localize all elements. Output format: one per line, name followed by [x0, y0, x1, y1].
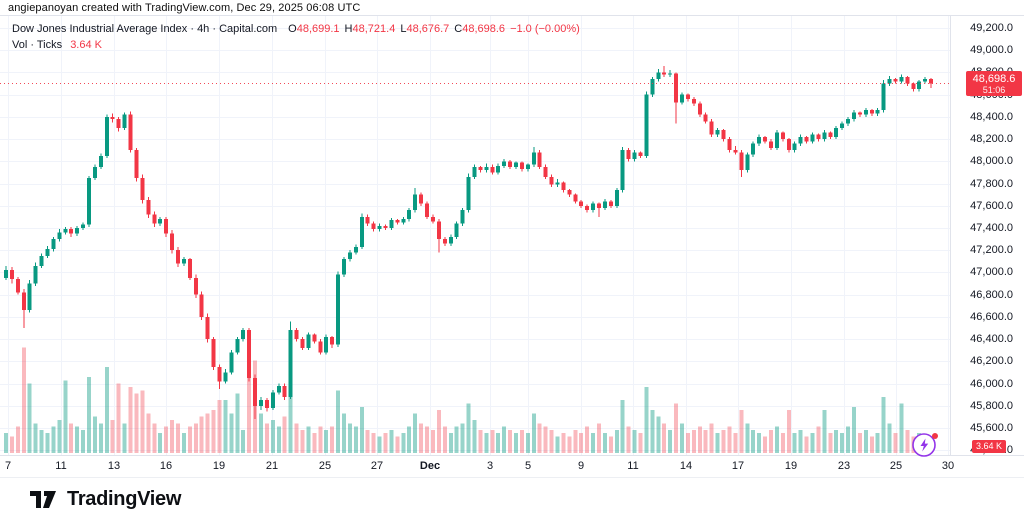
time-axis-label: 19 [784, 460, 798, 472]
volume-study-label: Vol · Ticks [12, 39, 63, 51]
time-axis-label: 11 [627, 460, 639, 472]
open-value: 48,699.1 [296, 23, 340, 35]
time-axis-label: 17 [731, 460, 745, 472]
alert-dot [932, 433, 938, 439]
time-axis-label: 25 [889, 460, 903, 472]
price-axis-label: 48,000.0 [970, 155, 1013, 168]
price-axis-label: 47,400.0 [970, 222, 1013, 234]
time-axis-label: 7 [4, 460, 12, 472]
close-value: 48,698.6 [462, 23, 506, 35]
last-price-badge: 48,698.6 51:06 [966, 70, 1022, 96]
tradingview-brand-text[interactable]: TradingView [67, 487, 182, 510]
low-label: L [400, 23, 407, 35]
time-axis-label: 3 [486, 460, 494, 472]
legend-row-volume[interactable]: Vol · Ticks 3.64 K [12, 37, 580, 53]
attribution-watermark: angiepanoyan created with TradingView.co… [8, 2, 361, 14]
last-price-value: 48,698.6 [972, 72, 1016, 85]
tradingview-logo-icon[interactable] [28, 486, 58, 513]
change-value: −1.0 (−0.00%) [510, 23, 580, 35]
symbol-title[interactable]: Dow Jones Industrial Average Index · 4h … [12, 23, 278, 35]
close-label: C [454, 23, 463, 35]
time-axis-label: 11 [55, 460, 67, 472]
bar-countdown: 51:06 [982, 84, 1006, 95]
boost-button[interactable] [910, 429, 940, 459]
time-axis[interactable]: 7 11 13 16 19 21 25 27 Dec 3 5 9 11 14 17 19 23 25 30 [0, 455, 1024, 478]
price-axis-label: 46,600.0 [970, 310, 1013, 323]
price-axis-label: 47,200.0 [970, 244, 1013, 257]
time-axis-label: 5 [524, 460, 532, 472]
legend-row-symbol[interactable]: Dow Jones Industrial Average Index · 4h … [12, 21, 580, 37]
time-axis-label: Dec [419, 460, 441, 472]
price-axis-label: 45,800.0 [970, 399, 1013, 412]
lightning-icon [912, 433, 938, 457]
open-label: O [288, 23, 297, 35]
price-axis-label: 49,000.0 [970, 44, 1013, 57]
price-axis-label: 47,600.0 [970, 199, 1013, 212]
price-axis-label: 46,000.0 [970, 377, 1013, 390]
time-axis-label: 30 [941, 460, 955, 472]
volume-study-value: 3.64 K [70, 39, 102, 51]
price-axis-label: 46,400.0 [970, 333, 1013, 346]
time-axis-label: 27 [370, 460, 384, 472]
time-axis-label: 23 [837, 460, 851, 472]
time-axis-label: 19 [212, 460, 226, 472]
high-label: H [344, 23, 353, 35]
volume-badge: 3.64 K [972, 440, 1007, 453]
time-axis-label: 9 [577, 460, 585, 472]
chart-legend: Dow Jones Industrial Average Index · 4h … [12, 21, 580, 53]
price-axis-label: 48,200.0 [970, 133, 1013, 146]
time-axis-label: 13 [107, 460, 121, 472]
price-axis-label: 46,800.0 [970, 288, 1013, 301]
high-value: 48,721.4 [352, 23, 396, 35]
time-axis-label: 21 [265, 460, 279, 472]
price-axis-label: 46,200.0 [970, 355, 1013, 368]
footer-bar: TradingView [0, 477, 1024, 519]
price-axis-label: 47,800.0 [970, 177, 1013, 190]
price-axis[interactable]: 48,698.6 51:06 3.64 K 45,400.045,600.045… [950, 16, 1024, 477]
low-value: 48,676.7 [406, 23, 450, 35]
price-axis-label: 47,000.0 [970, 266, 1013, 279]
price-axis-label: 48,400.0 [970, 110, 1013, 123]
chart-top-border [0, 15, 1024, 16]
price-axis-label: 49,200.0 [970, 22, 1013, 34]
time-axis-label: 25 [318, 460, 332, 472]
time-axis-label: 16 [159, 460, 173, 472]
time-axis-label: 14 [679, 460, 693, 472]
price-axis-label: 45,600.0 [970, 422, 1013, 434]
